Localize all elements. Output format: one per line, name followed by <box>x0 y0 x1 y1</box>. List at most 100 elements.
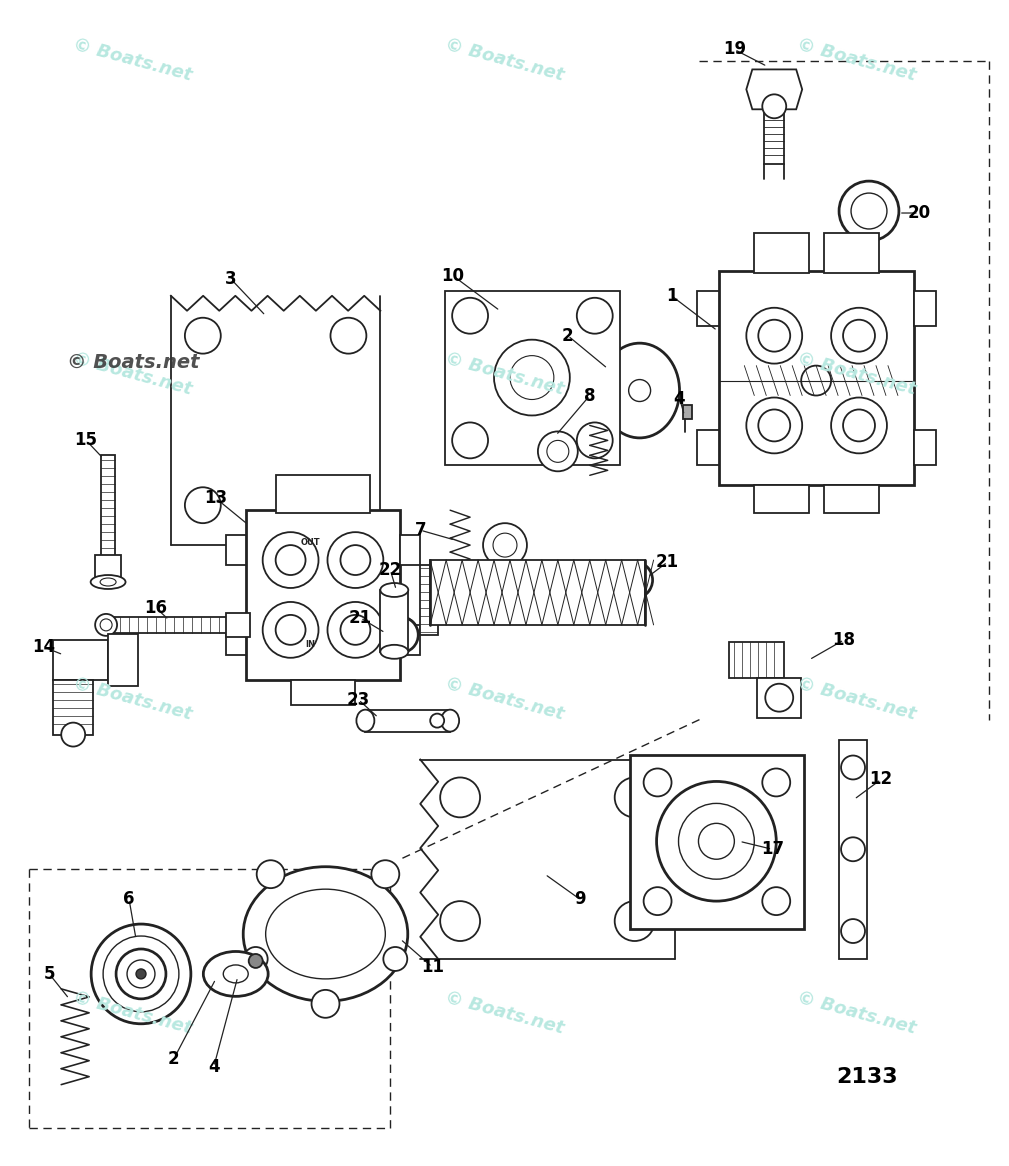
Circle shape <box>510 356 554 400</box>
Ellipse shape <box>599 343 679 438</box>
Text: 15: 15 <box>75 431 98 449</box>
Circle shape <box>644 768 672 796</box>
Circle shape <box>262 602 319 658</box>
Circle shape <box>765 683 793 711</box>
Circle shape <box>842 837 865 862</box>
Bar <box>401 535 420 566</box>
Text: 9: 9 <box>574 890 585 908</box>
Bar <box>275 476 370 513</box>
Ellipse shape <box>265 890 385 979</box>
Bar <box>839 739 867 958</box>
Bar <box>365 710 450 731</box>
Text: © Boats.net: © Boats.net <box>795 349 918 399</box>
Bar <box>106 617 231 633</box>
Text: 21: 21 <box>656 553 679 571</box>
Bar <box>420 566 438 634</box>
Ellipse shape <box>380 645 409 659</box>
Circle shape <box>185 317 221 353</box>
Text: 8: 8 <box>584 386 595 405</box>
Text: 11: 11 <box>421 958 444 976</box>
Text: 20: 20 <box>907 204 930 222</box>
Text: © Boats.net: © Boats.net <box>795 675 918 724</box>
Bar <box>401 625 420 655</box>
Text: 4: 4 <box>674 389 685 407</box>
Ellipse shape <box>223 965 248 983</box>
Circle shape <box>430 714 444 728</box>
Text: 18: 18 <box>832 631 856 648</box>
Circle shape <box>831 308 887 364</box>
Ellipse shape <box>204 951 268 997</box>
Circle shape <box>382 617 419 653</box>
Circle shape <box>91 925 191 1024</box>
Circle shape <box>136 969 146 979</box>
Text: IN: IN <box>306 640 316 649</box>
Text: OUT: OUT <box>301 538 320 547</box>
Text: © Boats.net: © Boats.net <box>443 349 566 399</box>
Bar <box>755 233 809 273</box>
Bar <box>697 430 719 465</box>
Circle shape <box>312 990 339 1018</box>
Circle shape <box>831 398 887 454</box>
Bar <box>914 430 935 465</box>
Text: 2133: 2133 <box>835 1067 898 1087</box>
Text: © Boats.net: © Boats.net <box>71 675 194 724</box>
Ellipse shape <box>380 583 409 597</box>
Circle shape <box>759 319 790 352</box>
Circle shape <box>614 778 655 817</box>
Bar <box>246 511 401 680</box>
Bar <box>380 590 409 652</box>
Circle shape <box>801 366 831 395</box>
Ellipse shape <box>243 866 408 1002</box>
Circle shape <box>547 441 569 463</box>
Circle shape <box>275 614 306 645</box>
Text: © Boats.net: © Boats.net <box>71 349 194 399</box>
Circle shape <box>262 532 319 588</box>
Bar <box>682 406 692 420</box>
Circle shape <box>842 919 865 943</box>
Polygon shape <box>747 70 802 110</box>
Bar <box>630 754 804 929</box>
Circle shape <box>371 861 400 888</box>
Circle shape <box>328 532 383 588</box>
Circle shape <box>248 954 262 968</box>
Circle shape <box>616 562 653 598</box>
Circle shape <box>452 422 488 458</box>
Circle shape <box>577 297 612 333</box>
Circle shape <box>494 339 570 415</box>
Circle shape <box>538 431 578 471</box>
Bar <box>226 625 246 655</box>
Bar <box>95 555 121 577</box>
Circle shape <box>577 422 612 458</box>
Circle shape <box>762 887 790 915</box>
Bar <box>226 535 246 566</box>
Bar <box>430 560 645 625</box>
Ellipse shape <box>95 614 117 635</box>
Bar <box>101 456 115 560</box>
Ellipse shape <box>100 578 116 586</box>
Bar <box>758 677 801 717</box>
Circle shape <box>844 319 875 352</box>
Circle shape <box>244 947 267 971</box>
Bar <box>108 634 138 686</box>
Circle shape <box>275 545 306 575</box>
Circle shape <box>762 94 786 118</box>
Circle shape <box>256 861 285 888</box>
Bar <box>53 640 108 680</box>
Circle shape <box>440 778 480 817</box>
Circle shape <box>127 960 155 988</box>
Text: 14: 14 <box>31 638 54 655</box>
Text: 21: 21 <box>349 609 372 627</box>
Bar <box>445 290 620 465</box>
Text: 2: 2 <box>169 1049 180 1068</box>
Bar <box>291 680 355 704</box>
Circle shape <box>185 487 221 524</box>
Ellipse shape <box>441 710 459 731</box>
Circle shape <box>340 545 370 575</box>
Circle shape <box>844 409 875 442</box>
Text: © Boats.net: © Boats.net <box>443 989 566 1038</box>
Text: 23: 23 <box>347 690 370 709</box>
Bar <box>697 290 719 325</box>
Circle shape <box>851 194 887 229</box>
Circle shape <box>657 781 776 901</box>
Text: 10: 10 <box>442 267 464 285</box>
